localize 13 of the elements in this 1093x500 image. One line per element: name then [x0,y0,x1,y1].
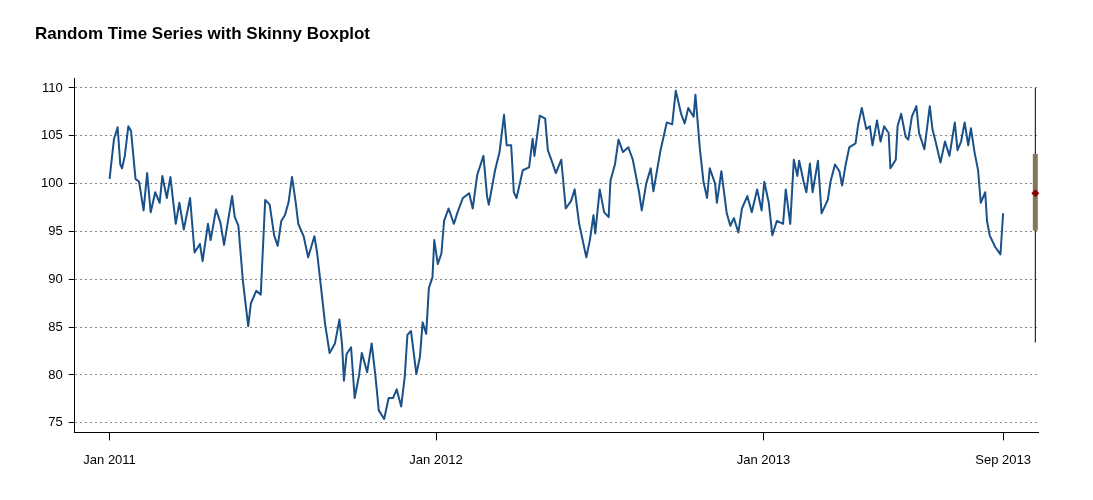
y-tick-label: 85 [48,318,63,334]
y-tick-label: 100 [40,175,63,191]
x-tick-label: Jan 2012 [409,451,463,467]
y-tick-label: 90 [48,270,63,286]
y-tick-label: 80 [48,366,63,382]
x-tick-label: Sep 2013 [975,451,1031,467]
y-tick-label: 75 [48,414,63,430]
y-tick-label: 95 [48,223,63,239]
y-tick-label: 110 [41,79,63,95]
x-tick-label: Jan 2013 [736,451,791,467]
chart-title: Random Time Series with Skinny Boxplot [35,23,371,43]
x-tick-label: Jan 2011 [83,451,136,467]
y-tick-label: 105 [40,127,63,143]
